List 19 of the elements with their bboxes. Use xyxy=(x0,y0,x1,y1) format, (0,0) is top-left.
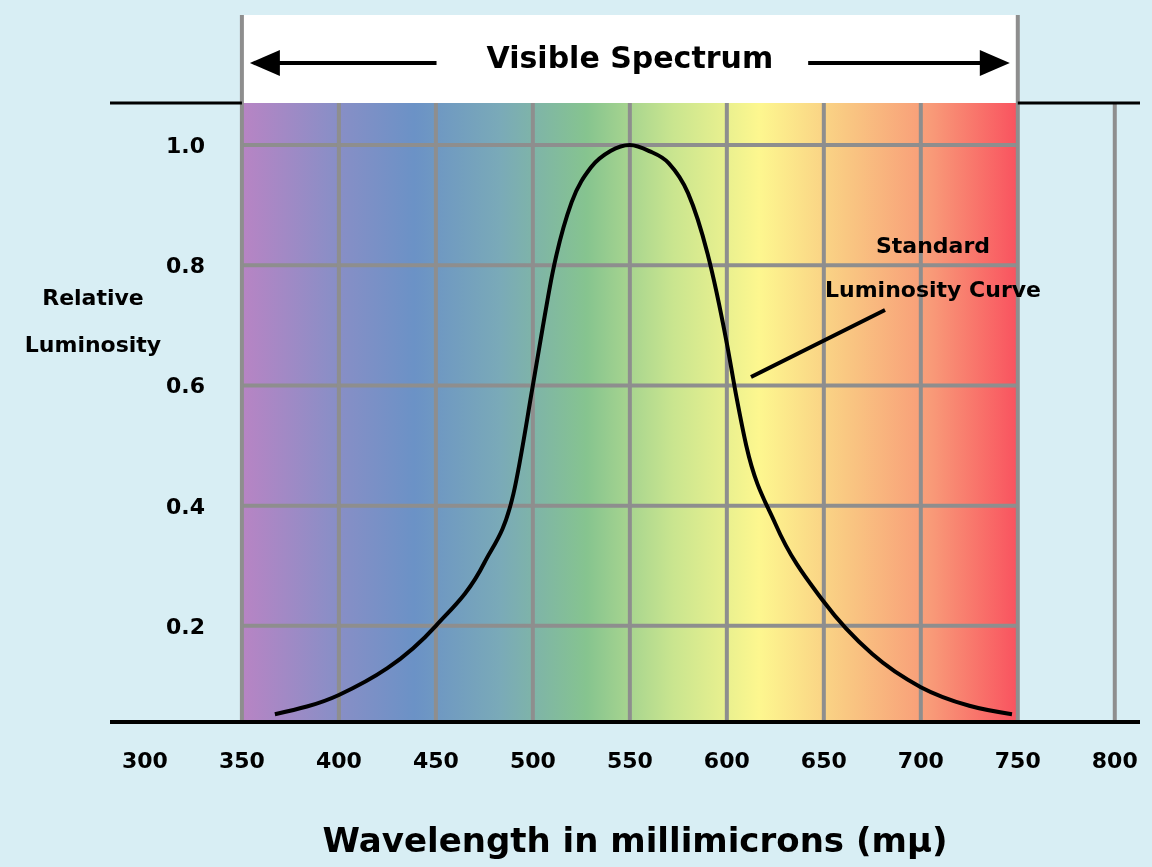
x-axis-title: Wavelength in millimicrons (mμ) xyxy=(322,820,948,860)
y-tick-label: 1.0 xyxy=(166,133,205,159)
x-tick-label: 450 xyxy=(412,748,459,773)
x-tick-label: 400 xyxy=(315,748,362,773)
x-tick-label: 300 xyxy=(121,748,168,773)
x-tick-label: 800 xyxy=(1091,748,1138,773)
y-tick-label: 0.4 xyxy=(166,493,205,519)
x-tick-label: 600 xyxy=(703,748,750,773)
x-tick-label: 750 xyxy=(994,748,1041,773)
y-tick-label: 0.8 xyxy=(166,253,205,279)
x-tick-label: 550 xyxy=(606,748,653,773)
x-tick-label: 350 xyxy=(218,748,265,773)
band-label: Visible Spectrum xyxy=(486,40,774,75)
y-tick-label: 0.2 xyxy=(166,613,205,639)
x-tick-label: 700 xyxy=(897,748,944,773)
y-tick-label: 0.6 xyxy=(166,373,205,399)
x-tick-label: 650 xyxy=(800,748,847,773)
y-axis-title: Relative Luminosity xyxy=(24,285,162,357)
x-tick-label: 500 xyxy=(509,748,556,773)
